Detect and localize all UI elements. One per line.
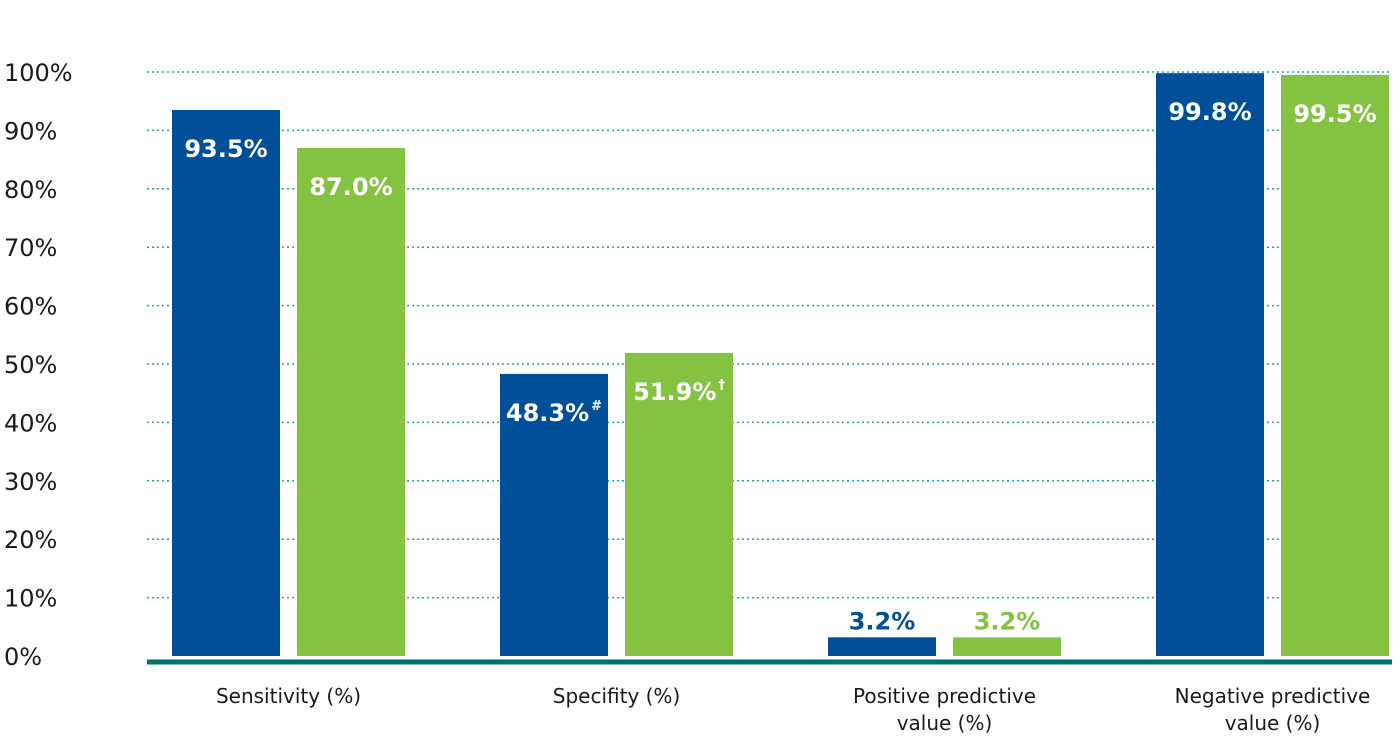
- bar: [625, 352, 733, 656]
- data-label: 48.3% #: [506, 399, 602, 427]
- x-category-label: Sensitivity (%): [216, 684, 361, 708]
- data-label: 3.2%: [974, 607, 1041, 635]
- y-tick-label: 20%: [4, 526, 57, 554]
- y-tick-label: 40%: [4, 409, 57, 437]
- bar: [953, 637, 1061, 656]
- x-category-label: Positive predictive: [853, 684, 1036, 708]
- bar: [1156, 73, 1264, 657]
- data-label: 87.0%: [309, 173, 392, 201]
- data-label: 3.2%: [849, 607, 916, 635]
- y-tick-label: 30%: [4, 468, 57, 496]
- x-category-label: value (%): [1225, 711, 1321, 735]
- bar: [172, 109, 280, 656]
- y-tick-label: 70%: [4, 234, 57, 262]
- y-tick-label: 10%: [4, 585, 57, 613]
- category-labels: Sensitivity (%) Specifity (%) Positive pre…: [216, 684, 1370, 735]
- y-tick-label: 100%: [4, 59, 73, 87]
- data-label: 51.9% †: [633, 378, 725, 406]
- bars: [172, 73, 1389, 657]
- bar: [828, 637, 936, 656]
- x-category-label: value (%): [897, 711, 993, 735]
- data-label: 99.5%: [1293, 100, 1376, 128]
- x-category-label: Specifity (%): [553, 684, 681, 708]
- y-tick-label: 50%: [4, 351, 57, 379]
- bar: [1281, 74, 1389, 657]
- value-labels: 93.5% 48.3% # 3.2% 99.8% 87.0% 51.9% † 3.2% 99.5%: [184, 98, 1376, 635]
- y-tick-label: 0%: [4, 643, 42, 671]
- y-tick-label: 80%: [4, 176, 57, 204]
- data-label: 99.8%: [1168, 98, 1251, 126]
- data-label: 93.5%: [184, 135, 267, 163]
- y-tick-label: 60%: [4, 293, 57, 321]
- bar: [500, 373, 608, 656]
- x-category-label: Negative predictive: [1175, 684, 1371, 708]
- bar: [297, 147, 405, 657]
- y-axis-ticks: 0% 10% 20% 30% 40% 50% 60% 70% 80% 90% 100%: [4, 59, 73, 671]
- y-tick-label: 90%: [4, 117, 57, 145]
